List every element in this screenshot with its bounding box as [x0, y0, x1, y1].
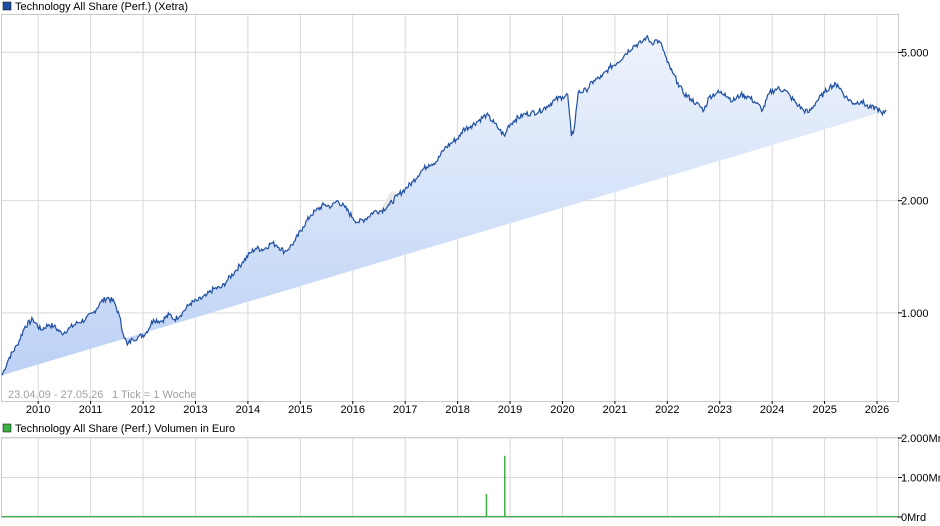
price-panel: Technology All Share (Perf.) (Xetra) ARI…: [1, 1, 929, 416]
x-tick-label-2022: 2022: [655, 404, 679, 416]
x-tick-label-2011: 2011: [79, 404, 103, 416]
volume-bar: [504, 455, 506, 517]
price-area: [2, 35, 887, 376]
price-legend-swatch: [2, 1, 12, 11]
volume-y-tick-label-2000: 2.000Mrd: [901, 433, 940, 445]
x-tick-label-2018: 2018: [445, 404, 469, 416]
volume-panel: Technology All Share (Perf.) Volumen in …: [1, 423, 940, 524]
x-tick-label-2010: 2010: [26, 404, 50, 416]
volume-legend-swatch: [2, 423, 12, 433]
x-tick-label-2024: 2024: [760, 404, 784, 416]
x-tick-label-2019: 2019: [498, 404, 522, 416]
price-y-tick-label-2000: 2.000: [901, 196, 929, 208]
price-line: [1, 34, 887, 376]
tick-label: 1 Tick = 1 Woche: [112, 389, 196, 401]
x-tick-label-2026: 2026: [865, 404, 889, 416]
x-tick-label-2013: 2013: [183, 404, 207, 416]
volume-y-tick-label-1000: 1.000Mrd: [901, 473, 940, 485]
volume-y-axis: 0Mrd 1.000Mrd 2.000Mrd: [898, 433, 940, 524]
x-tick-label-2016: 2016: [341, 404, 365, 416]
volume-title: Technology All Share (Perf.) Volumen in …: [15, 423, 235, 435]
price-plot-frame: [1, 14, 899, 402]
range-label: 23.04.09 - 27.05.26: [8, 389, 103, 401]
volume-bars: [2, 455, 898, 517]
x-tick-label-2017: 2017: [393, 404, 417, 416]
x-tick-label-2023: 2023: [708, 404, 732, 416]
price-title: Technology All Share (Perf.) (Xetra): [15, 1, 188, 13]
x-tick-label-2012: 2012: [131, 404, 155, 416]
volume-y-tick-label-0: 0Mrd: [901, 512, 926, 524]
x-tick-label-2020: 2020: [550, 404, 574, 416]
price-y-tick-label-1000: 1.000: [901, 308, 929, 320]
x-axis: 2010 2011 2012 2013 2014 2015 2016 2017 2018 2019…: [26, 401, 889, 416]
volume-grid: [2, 437, 898, 517]
x-tick-label-2025: 2025: [812, 404, 836, 416]
x-tick-label-2021: 2021: [603, 404, 627, 416]
volume-bar: [485, 494, 488, 517]
price-y-axis: 1.000 2.000 5.000: [898, 47, 929, 320]
x-tick-label-2015: 2015: [288, 404, 312, 416]
price-y-tick-label-5000: 5.000: [901, 47, 929, 59]
x-tick-label-2014: 2014: [236, 404, 260, 416]
